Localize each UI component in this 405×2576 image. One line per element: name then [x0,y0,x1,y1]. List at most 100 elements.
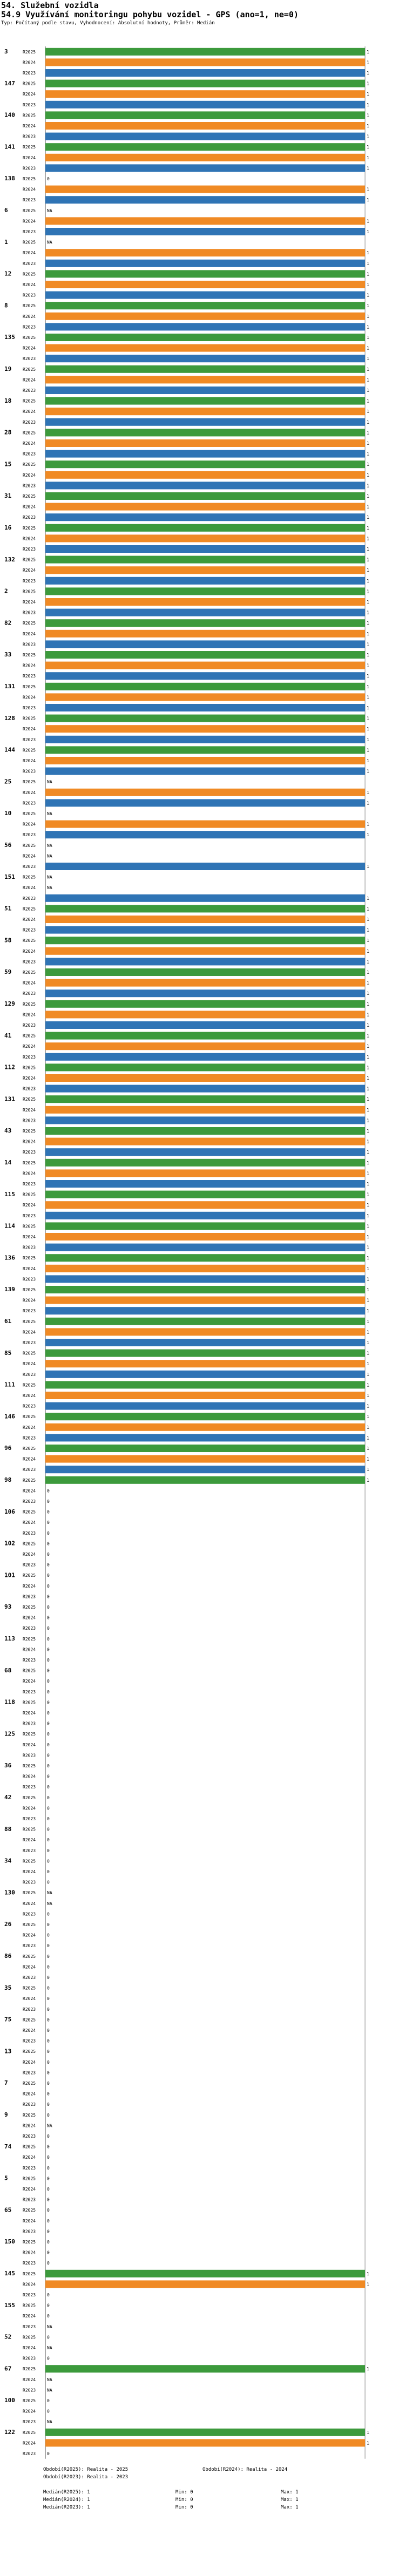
group-label: 112 [4,1064,15,1071]
series-label: R2025 [23,1954,36,1959]
bar [45,196,365,204]
value-label: 1 [367,906,369,911]
series-label: R2023 [23,2356,36,2361]
series-label: R2025 [23,50,36,55]
series-label: R2024 [23,1012,36,1017]
bar [45,1381,365,1389]
series-label: R2025 [23,82,36,86]
series-label: R2023 [23,1785,36,1789]
value-label: 1 [367,642,369,647]
group-label: 19 [4,365,11,372]
group-label: 35 [4,1984,11,1991]
group-label: 5 [4,2175,8,2182]
series-label: R2025 [23,1669,36,1673]
value-label: 0 [47,1986,50,1991]
series-label: R2023 [23,2007,36,2012]
series-label: R2025 [23,1637,36,1642]
bar [45,651,365,659]
series-label: R2024 [23,632,36,636]
series-label: R2024 [23,2028,36,2033]
value-label: NA [47,853,52,858]
value-label: 0 [47,1933,50,1938]
series-label: R2024 [23,1964,36,1969]
value-label: 1 [367,1087,369,1092]
value-label: 0 [47,1869,50,1874]
series-label: R2025 [23,843,36,848]
series-label: R2023 [23,928,36,933]
value-label: 0 [47,2398,50,2403]
bar [45,767,365,775]
bar [45,2439,365,2447]
bar [45,460,365,469]
value-label: 0 [47,1743,50,1747]
series-label: R2023 [23,356,36,361]
value-label: 1 [367,653,369,657]
group-label: 12 [4,270,11,277]
value-label: 1 [367,1118,369,1123]
series-label: R2023 [23,1245,36,1250]
bar [45,989,365,998]
bar [45,894,365,902]
value-label: 1 [367,1161,369,1165]
bar [45,69,365,77]
series-label: R2023 [23,2166,36,2171]
group-label: 114 [4,1223,15,1230]
bar [45,1455,365,1463]
group-label: 135 [4,334,15,341]
series-label: R2024 [23,124,36,128]
bar [45,2280,365,2288]
bar [45,598,365,606]
series-label: R2025 [23,1256,36,1260]
value-label: 0 [47,2070,50,2075]
chart-header: 54. Služební vozidla 54.9 Využívání moni… [1,1,299,27]
series-label: R2023 [23,483,36,488]
bar [45,1275,365,1283]
value-label: 0 [47,2187,50,2192]
bar [45,1053,365,1061]
group-label: 151 [4,873,15,880]
series-label: R2025 [23,430,36,435]
bar [45,820,365,828]
bar [45,693,365,701]
group-label: 145 [4,2270,15,2277]
series-label: R2023 [23,832,36,837]
value-label: 0 [47,1658,50,1663]
chart-title: 54.9 Využívání monitoringu pohybu vozide… [1,10,299,19]
value-label: 0 [47,1488,50,1493]
bar [45,132,365,140]
bar [45,185,365,193]
group-label: 31 [4,492,12,499]
value-label: 1 [367,420,369,425]
series-label: R2025 [23,2272,36,2276]
value-label: 0 [47,1964,50,1969]
value-label: 0 [47,2176,50,2181]
value-label: 0 [47,1922,50,1927]
series-label: R2025 [23,2017,36,2022]
legend-min-r2024: Min: 0 [176,2497,193,2503]
value-label: 1 [367,970,369,975]
value-label: 1 [367,611,369,615]
series-label: R2025 [23,2430,36,2435]
bar [45,164,365,172]
value-label: 0 [47,1690,50,1694]
series-label: R2023 [23,2039,36,2044]
value-label: 1 [367,356,369,361]
value-label: 1 [367,1192,369,1197]
legend-min-r2023: Min: 0 [176,2505,193,2510]
bar [45,111,365,119]
bar [45,968,365,976]
series-label: R2025 [23,1795,36,1800]
group-label: 36 [4,1762,12,1769]
value-label: 0 [47,1616,50,1621]
group-label: 2 [4,588,8,595]
series-label: R2023 [23,1277,36,1282]
value-label: 0 [47,2314,50,2319]
value-label: 1 [367,758,369,763]
series-label: R2024 [23,2187,36,2192]
group-label: 6 [4,207,8,214]
value-label: 1 [367,113,369,118]
value-label: 1 [367,303,369,308]
value-label: 0 [47,2102,50,2107]
value-label: 0 [47,2060,50,2065]
group-label: 33 [4,651,11,658]
